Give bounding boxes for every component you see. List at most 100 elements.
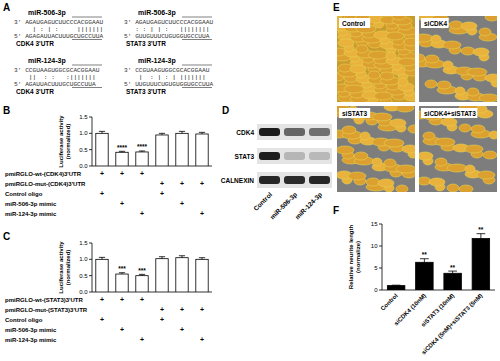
error-cap — [99, 257, 105, 258]
y-tick-label: 1.0 — [79, 256, 88, 262]
cell — [479, 28, 491, 36]
sequence: 5' AGAGAUUACUUUGCUGCCUUA — [14, 33, 103, 40]
bar — [116, 152, 128, 166]
band — [309, 128, 330, 136]
bar — [416, 262, 434, 290]
significance: *** — [118, 265, 126, 272]
sequence: | : | : ||||||| — [14, 26, 103, 33]
cell — [372, 113, 392, 121]
significance: **** — [117, 144, 128, 151]
y-tick-label: 10 — [371, 243, 378, 249]
cell — [443, 41, 461, 49]
image-label-bg — [421, 108, 477, 118]
cell — [344, 85, 364, 93]
bar — [96, 133, 108, 166]
band — [284, 128, 305, 136]
cell — [372, 158, 382, 166]
bar — [96, 259, 108, 292]
condition-mark: + — [100, 296, 104, 303]
panel-label: D — [222, 105, 229, 116]
western-blot: CDK4STAT3CALNEXINControlmiR-506-3pmiR-12… — [221, 124, 332, 221]
band — [309, 176, 330, 184]
image-bg — [419, 106, 497, 192]
y-tick — [89, 275, 92, 276]
panel-label: C — [3, 231, 10, 242]
bar — [196, 134, 208, 166]
cell — [425, 55, 439, 63]
blot-row-label: CDK4 — [236, 129, 254, 136]
error-bar — [476, 234, 485, 239]
target-name: CDK4 3'UTR — [16, 88, 54, 95]
y-tick — [89, 149, 92, 150]
error-cap — [119, 272, 125, 273]
sequence: 3' AGAUGAGUCUUCCCACGGAAU — [14, 19, 103, 26]
y-tick-label: 0.0 — [79, 289, 88, 295]
y-axis-label: Relative neurite length — [348, 224, 354, 289]
cell — [465, 165, 475, 173]
condition-mark: + — [160, 180, 164, 187]
cell — [356, 45, 368, 53]
band — [259, 152, 280, 160]
blot-strip — [257, 124, 332, 140]
panel-label: B — [3, 105, 10, 116]
y-tick — [89, 259, 92, 260]
significance: ** — [450, 264, 456, 271]
bar — [444, 273, 462, 290]
seed-underline — [182, 39, 212, 40]
cell — [396, 106, 414, 112]
cell — [374, 92, 392, 100]
condition-mark: + — [140, 170, 144, 177]
cell — [338, 39, 354, 47]
condition-mark: + — [200, 306, 204, 313]
cell — [408, 125, 415, 133]
cell — [354, 152, 368, 160]
blot-row-label: CALNEXIN — [221, 177, 255, 184]
condition-label: miR-506-3p mimic — [5, 327, 57, 333]
seed-underline — [182, 87, 212, 88]
cell — [350, 65, 366, 73]
error-cap — [476, 233, 485, 234]
cell — [425, 80, 437, 88]
cell — [402, 145, 415, 153]
error-bar — [119, 273, 125, 274]
cell — [348, 172, 366, 180]
significance: ** — [422, 251, 428, 258]
band — [284, 176, 305, 184]
figure: ABCDEFmiR-506-3p3' AGAUGAGUCUUCCCACGGAAU… — [0, 0, 500, 361]
alignment: miR-506-3p3' AGAUGAGUCUUCCCACGGAAU | : |… — [14, 9, 103, 47]
error-bar — [179, 256, 185, 258]
cell — [447, 164, 467, 172]
error-cap — [179, 131, 185, 132]
mirna-name: miR-124-3p — [28, 57, 66, 65]
error-bar — [99, 131, 105, 133]
sequence: 5' GUUGUUUCUGUGGUGCCUUA — [124, 33, 210, 40]
cell — [485, 16, 497, 21]
cell — [459, 124, 471, 132]
marks — [387, 234, 489, 290]
condition-mark: + — [140, 296, 144, 303]
cell — [384, 139, 404, 147]
sequence: | : | : | ||||||| — [124, 74, 206, 81]
condition-mark: + — [120, 200, 124, 207]
cell — [489, 131, 497, 139]
y-tick — [379, 290, 382, 291]
micrographs: ControlsiCDK4siSTAT3siCDK4+siSTAT3 — [330, 12, 500, 193]
cell — [386, 32, 404, 40]
y-tick-label: 0.5 — [79, 273, 88, 279]
image-bg — [419, 16, 497, 102]
alignment: miR-506-3p3' AGAUGAGUCUUCCCACGGAAU : : |… — [124, 9, 213, 47]
y-axis — [92, 117, 93, 166]
error-bar — [99, 257, 105, 259]
error-cap — [99, 131, 105, 132]
condition-mark: + — [100, 316, 104, 323]
cell — [467, 88, 479, 96]
x-axis — [92, 292, 212, 293]
cell — [449, 21, 463, 29]
condition-mark: + — [180, 326, 184, 333]
blot-column-label: miR-124-3p — [293, 191, 323, 221]
cell — [368, 51, 388, 59]
condition-label: pmiRGLO-wt-(STAT3)3'UTR — [5, 297, 84, 303]
alignment: miR-124-3p3' CCGUAAGUGGCGCACGGAAU | : | … — [124, 57, 213, 95]
cell — [419, 152, 433, 160]
band — [284, 152, 305, 160]
